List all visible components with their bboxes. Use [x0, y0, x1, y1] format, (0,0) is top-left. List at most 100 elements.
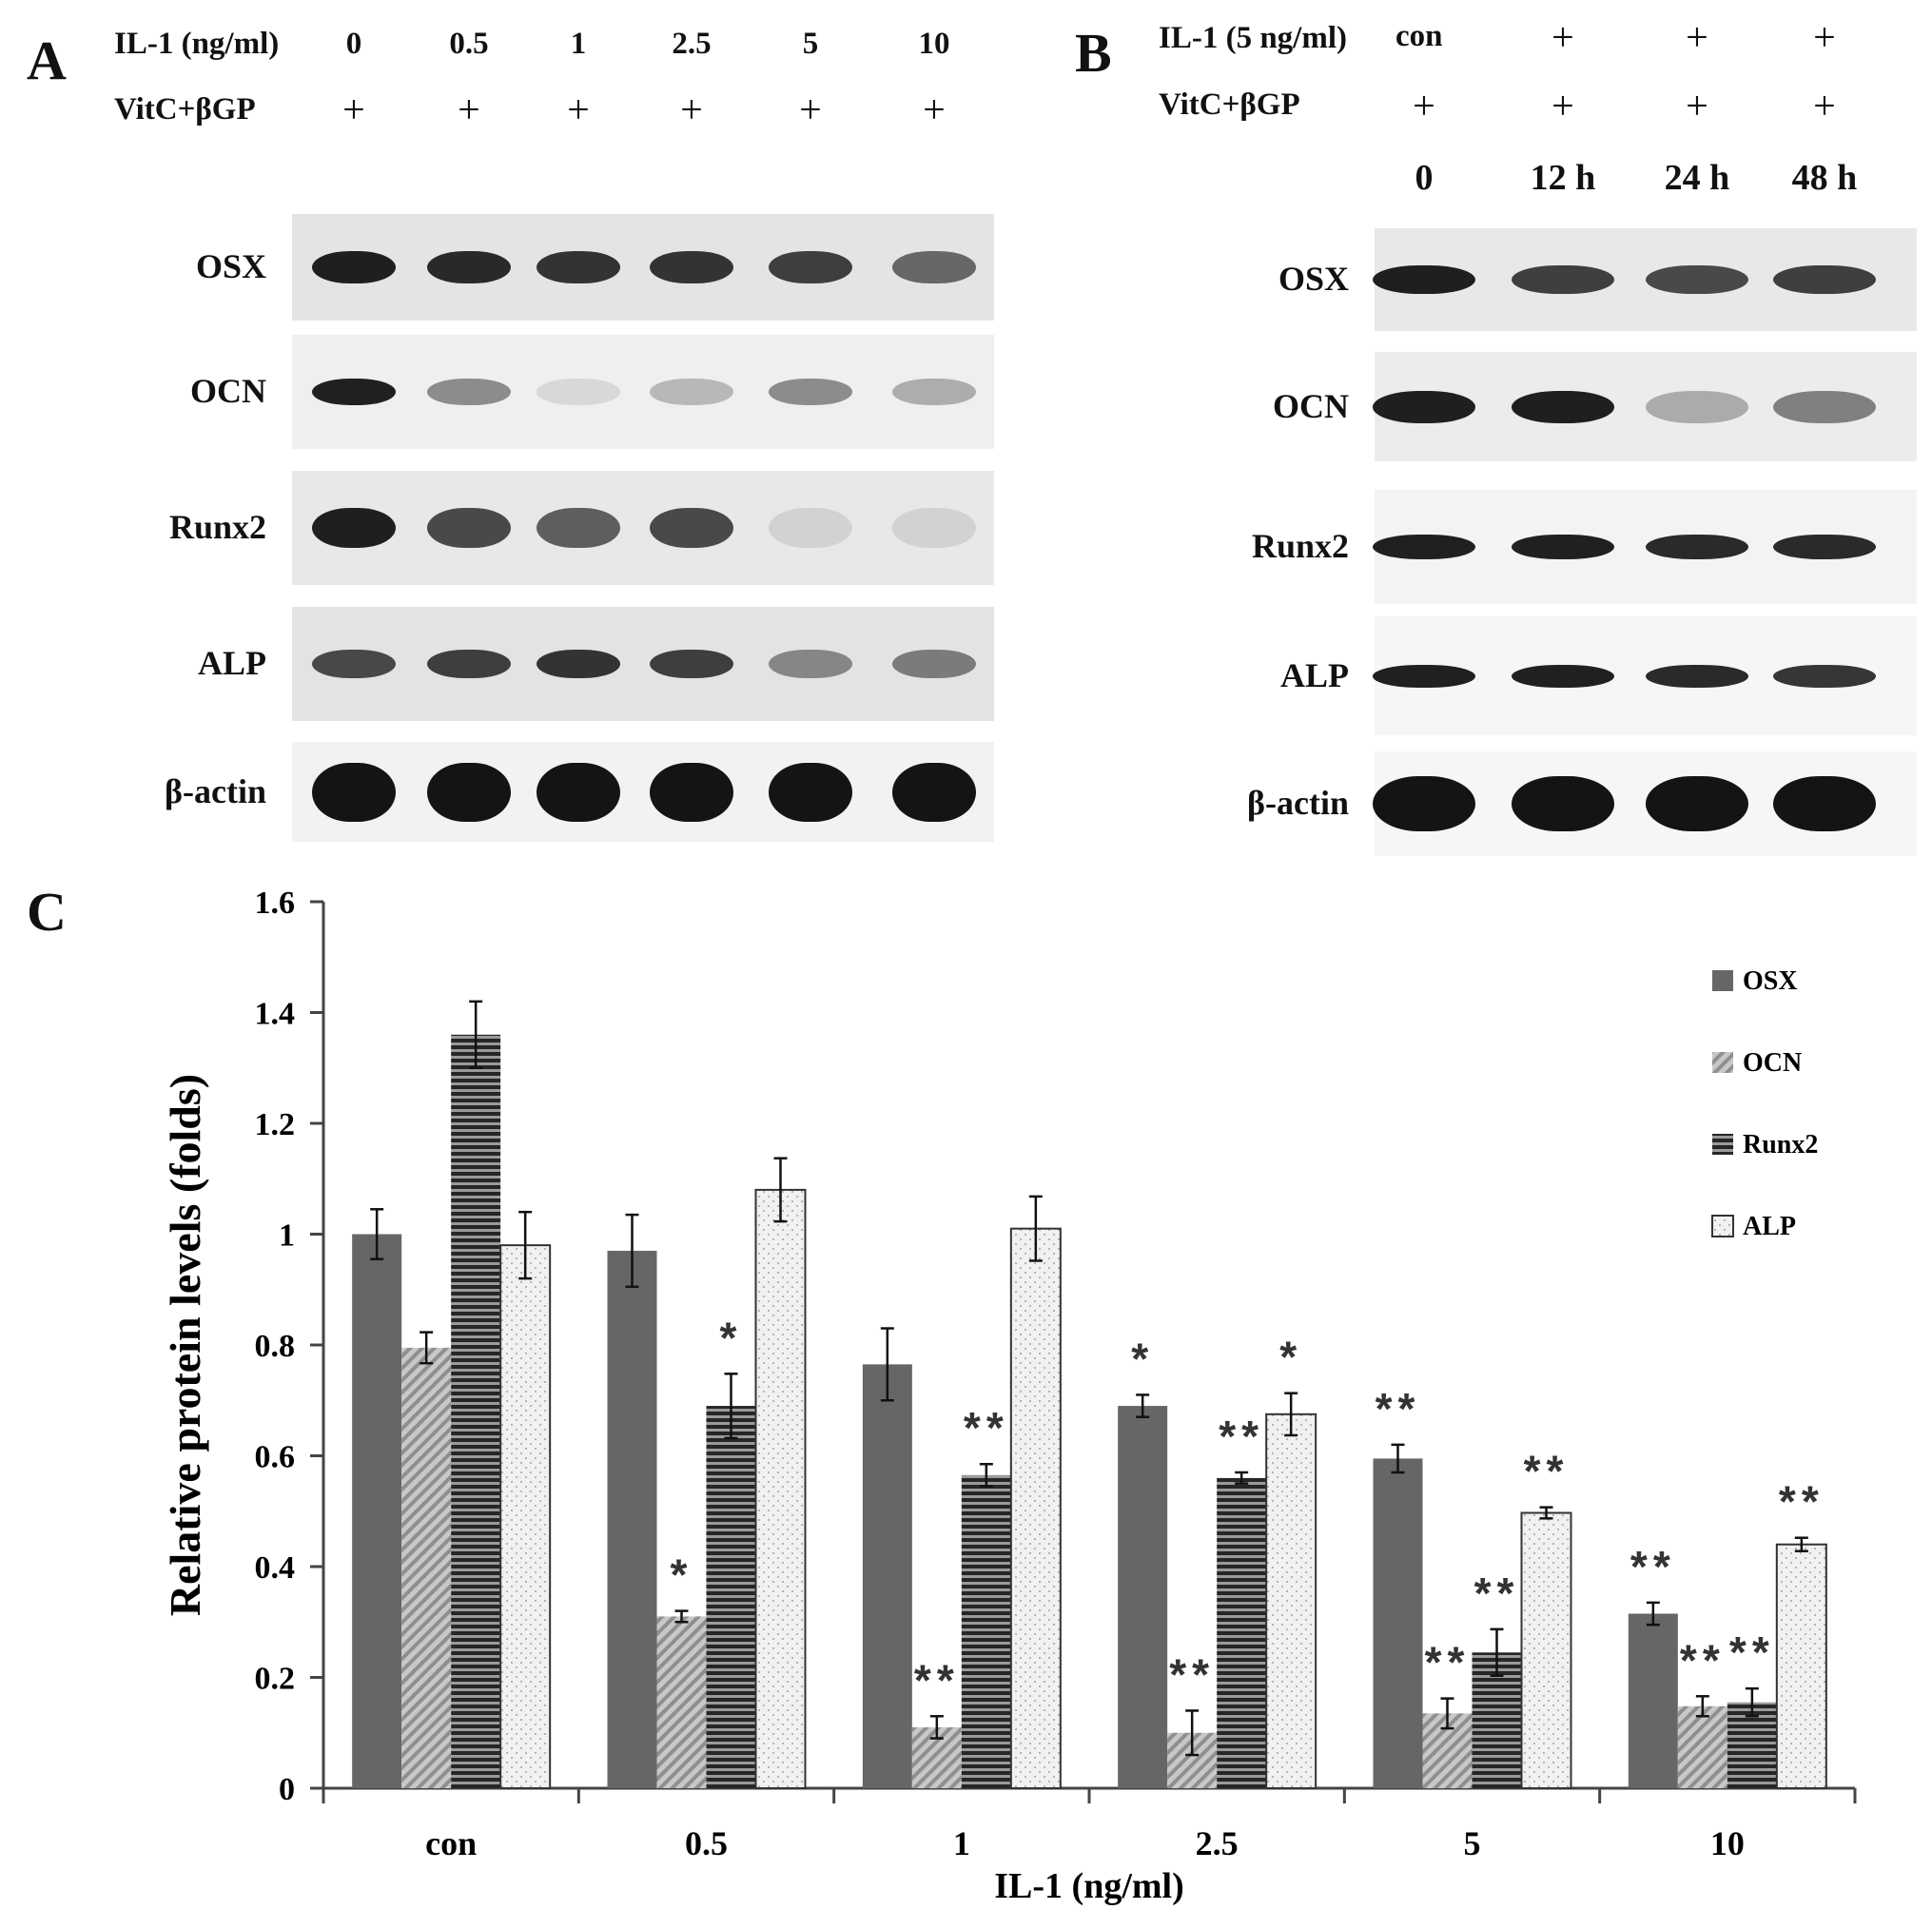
protein-band: [1373, 390, 1475, 423]
significance-mark: *: [671, 1550, 693, 1600]
y-tick-label: 0.6: [255, 1440, 296, 1475]
concentration-label: 0.5: [449, 27, 489, 61]
blot-label: ALP: [1280, 655, 1349, 694]
plus-mark: +: [1551, 85, 1574, 128]
plus-mark: +: [342, 88, 365, 132]
x-tick-label: 1: [953, 1824, 970, 1862]
x-tick-label: 2.5: [1196, 1824, 1239, 1862]
protein-band: [1646, 265, 1748, 294]
blot-label: ALP: [198, 644, 266, 682]
x-tick-label: 0.5: [685, 1824, 728, 1862]
bar-runx2: [1217, 1477, 1267, 1788]
y-tick-label: 0.4: [255, 1550, 296, 1586]
bar-osx: [1628, 1613, 1678, 1788]
concentration-label: 2.5: [672, 27, 712, 61]
concentration-label: 0: [345, 27, 362, 61]
bar-ocn: [401, 1347, 452, 1788]
bar-runx2: [961, 1474, 1011, 1788]
significance-mark: **: [1630, 1542, 1676, 1591]
protein-band: [537, 650, 620, 678]
protein-band: [892, 379, 976, 405]
blot-label: OSX: [195, 247, 266, 285]
bar-runx2: [451, 1034, 501, 1788]
significance-mark: **: [914, 1655, 960, 1705]
blot-label: Runx2: [168, 508, 266, 546]
panel-a-vitc-label: VitC+βGP: [114, 92, 256, 127]
protein-band: [650, 379, 733, 405]
significance-mark: **: [1425, 1638, 1471, 1687]
protein-band: [1646, 664, 1748, 688]
protein-band: [1512, 390, 1614, 423]
panel-a-il1-label: IL-1 (ng/ml): [114, 27, 280, 61]
bar-runx2: [706, 1406, 756, 1788]
bar-ocn: [1677, 1705, 1727, 1788]
protein-band: [769, 762, 852, 822]
significance-mark: *: [1131, 1334, 1154, 1383]
protein-band: [1773, 535, 1876, 559]
plus-mark: +: [1813, 16, 1836, 60]
protein-band: [769, 650, 852, 678]
legend-swatch: [1712, 1052, 1733, 1073]
plus-mark: +: [1686, 16, 1708, 60]
protein-band: [1373, 664, 1475, 688]
plus-mark: +: [799, 88, 822, 132]
significance-mark: **: [1524, 1447, 1570, 1496]
y-tick-label: 1.2: [255, 1107, 296, 1142]
significance-mark: *: [720, 1313, 743, 1362]
protein-band: [1373, 776, 1475, 831]
blot-strip: [292, 742, 994, 842]
legend-label: OSX: [1743, 966, 1798, 996]
x-tick-label: 5: [1464, 1824, 1481, 1862]
x-tick-label: 10: [1710, 1824, 1745, 1862]
plus-mark: +: [1413, 85, 1435, 128]
protein-band: [1512, 664, 1614, 688]
y-tick-label: 0: [279, 1772, 295, 1807]
blot-strip: [292, 214, 994, 321]
bar-osx: [862, 1364, 912, 1788]
significance-mark: **: [1219, 1412, 1264, 1461]
protein-band: [769, 508, 852, 548]
blot-label: β-actin: [1247, 784, 1349, 822]
x-tick-label: con: [425, 1824, 477, 1862]
bar-osx: [1118, 1406, 1168, 1788]
protein-band: [537, 508, 620, 548]
bar-alp: [1520, 1511, 1572, 1790]
blot-label: OSX: [1278, 260, 1349, 298]
protein-band: [427, 251, 511, 283]
legend-swatch: [1711, 1215, 1734, 1237]
protein-band: [1373, 535, 1475, 559]
panel-a-letter: A: [27, 29, 67, 91]
y-axis-title: Relative protein levels (folds): [161, 1074, 209, 1616]
con-label: con: [1395, 19, 1443, 53]
protein-band: [1512, 265, 1614, 294]
bar-osx: [352, 1234, 402, 1788]
protein-band: [650, 508, 733, 548]
protein-band: [1773, 664, 1876, 688]
protein-band: [1512, 776, 1614, 831]
y-tick-label: 1: [279, 1218, 295, 1254]
protein-band: [537, 251, 620, 283]
legend-label: OCN: [1743, 1048, 1802, 1078]
bar-alp: [754, 1188, 807, 1789]
plus-mark: +: [680, 88, 703, 132]
protein-band: [1512, 535, 1614, 559]
significance-mark: **: [1169, 1649, 1215, 1699]
time-label: 12 h: [1530, 158, 1596, 198]
significance-mark: **: [1680, 1635, 1726, 1685]
blot-label: OCN: [1273, 386, 1349, 425]
legend-swatch: [1712, 970, 1733, 991]
bar-ocn: [656, 1616, 707, 1788]
plus-mark: +: [1686, 85, 1708, 128]
protein-band: [650, 650, 733, 678]
concentration-label: 1: [570, 27, 587, 61]
protein-band: [650, 251, 733, 283]
bar-alp: [1009, 1227, 1062, 1790]
protein-band: [650, 762, 733, 822]
blot-strip: [292, 607, 994, 721]
protein-band: [537, 762, 620, 822]
protein-band: [427, 508, 511, 548]
protein-band: [312, 650, 396, 678]
protein-band: [892, 508, 976, 548]
panel-c-letter: C: [27, 881, 67, 943]
